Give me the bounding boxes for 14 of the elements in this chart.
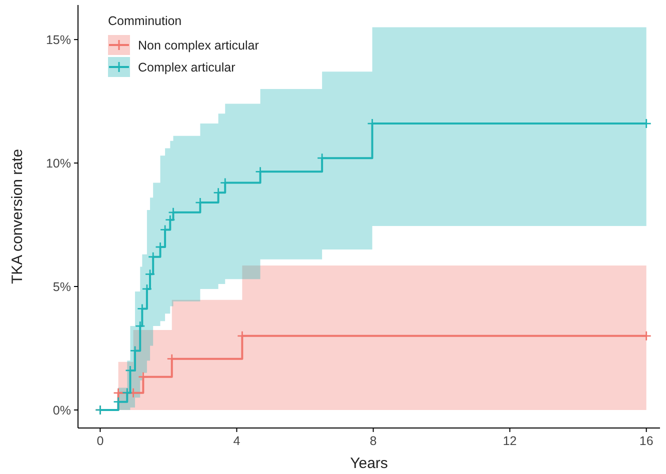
x-axis-title: Years — [350, 455, 388, 472]
x-tick-label: 0 — [96, 434, 104, 448]
y-tick-label: 5% — [52, 280, 71, 294]
x-tick-label: 4 — [233, 434, 240, 448]
y-tick-label: 10% — [46, 156, 71, 170]
x-tick-label: 8 — [370, 434, 377, 448]
x-tick-label: 16 — [639, 434, 654, 448]
y-axis-title: TKA conversion rate — [9, 148, 26, 284]
x-tick-label: 12 — [502, 434, 517, 448]
legend-label: Non complex articular — [138, 38, 259, 52]
legend-title: Comminution — [108, 14, 182, 28]
y-tick-label: 0% — [52, 403, 71, 418]
y-tick-label: 15% — [46, 32, 71, 47]
legend-label: Complex articular — [138, 60, 236, 74]
